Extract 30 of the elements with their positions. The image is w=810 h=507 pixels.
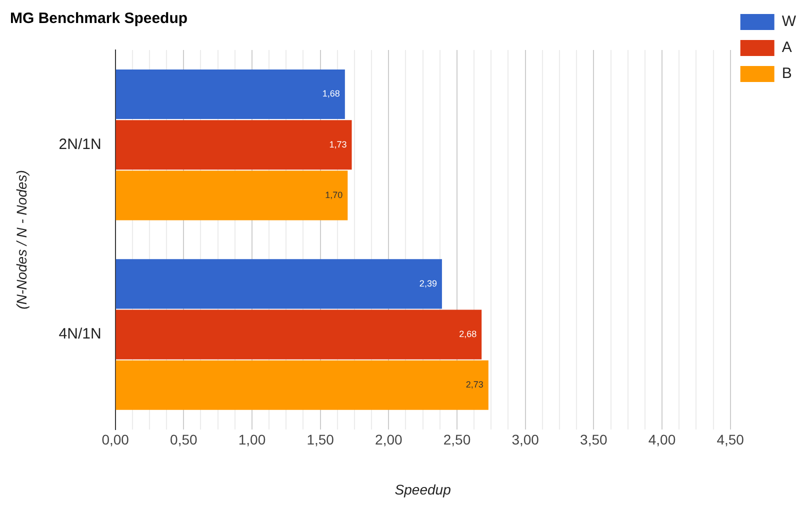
x-tick-label: 4,50 [716, 432, 744, 448]
x-tick-label: 0,50 [170, 432, 198, 448]
bar [116, 69, 345, 120]
chart-title: MG Benchmark Speedup [10, 10, 188, 28]
y-tick-label: 2N/1N [58, 136, 102, 153]
y-axis-title: (N-Nodes / N - Nodes) [13, 170, 30, 310]
bar [116, 170, 348, 220]
legend-label: B [782, 65, 792, 82]
x-tick-label: 3,50 [580, 432, 608, 448]
x-tick-label: 1,50 [306, 432, 334, 448]
legend-label: A [782, 39, 792, 56]
bar [116, 120, 352, 170]
data-label: 2,39 [419, 278, 437, 288]
data-label: 1,68 [322, 88, 340, 99]
x-tick-label: 3,00 [512, 432, 540, 448]
x-tick-label: 2,50 [443, 432, 471, 448]
data-label: 2,68 [459, 329, 477, 340]
x-axis-title: Speedup [394, 481, 452, 498]
bar [116, 259, 442, 309]
bar [116, 310, 482, 360]
data-label: 2,73 [466, 380, 484, 390]
bar [116, 360, 488, 410]
x-tick-label: 4,00 [648, 432, 676, 448]
data-label: 1,73 [329, 139, 347, 150]
data-label: 1,70 [325, 190, 343, 200]
x-tick-label: 0,00 [102, 432, 130, 448]
x-tick-label: 1,00 [238, 432, 266, 448]
y-tick-label: 4N/1N [58, 326, 102, 343]
legend-label: W [782, 13, 797, 30]
x-tick-label: 2,00 [375, 432, 402, 448]
